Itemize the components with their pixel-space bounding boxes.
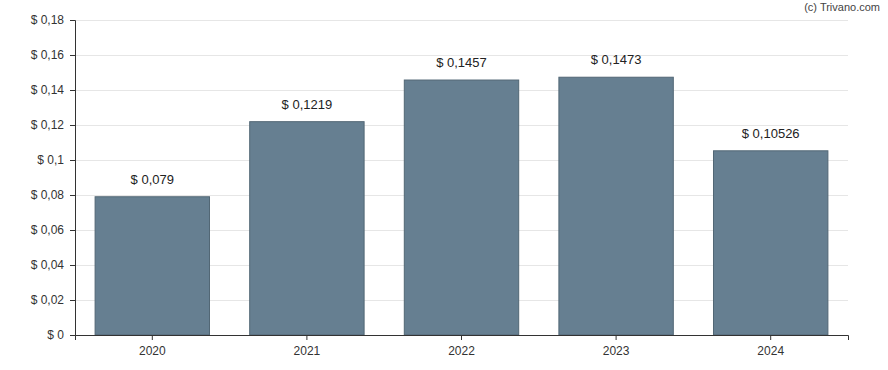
y-axis-line: [70, 21, 76, 336]
y-tick-mark: [70, 300, 75, 301]
y-tick-label: $ 0,12: [31, 118, 65, 132]
bar: [559, 77, 673, 335]
y-tick-mark: [70, 230, 75, 231]
y-tick-mark: [70, 125, 75, 126]
x-tick: 2021: [294, 335, 321, 358]
y-tick-label: $ 0: [47, 328, 64, 342]
y-tick-mark: [70, 265, 75, 266]
y-tick-mark: [70, 55, 75, 56]
x-axis-line: [76, 336, 849, 341]
y-tick-label: $ 0,02: [31, 293, 65, 307]
credit: (c) Trivano.com: [804, 1, 880, 13]
y-tick-mark: [70, 160, 75, 161]
y-tick: $ 0,06: [31, 223, 75, 237]
data-label: $ 0,10526: [742, 126, 800, 141]
x-tick: 2023: [603, 335, 630, 358]
y-tick-label: $ 0,18: [31, 13, 65, 27]
x-tick-label: 2021: [294, 344, 321, 358]
x-tick: 2022: [448, 335, 475, 358]
y-tick: $ 0,1: [37, 153, 75, 167]
grid-line: [75, 20, 848, 21]
y-tick: $ 0: [47, 328, 75, 342]
bars: [95, 77, 828, 335]
x-tick: 2024: [757, 335, 784, 358]
y-tick: $ 0,14: [31, 83, 75, 97]
x-tick-label: 2024: [757, 344, 784, 358]
plot: $ 0 $ 0,02 $ 0,04 $ 0,06 $ 0,08 $ 0,1 $ 0,12 $ …: [31, 13, 849, 357]
y-tick-mark: [70, 195, 75, 196]
y-tick-label: $ 0,06: [31, 223, 65, 237]
grid: [75, 21, 848, 336]
data-label: $ 0,1219: [282, 97, 333, 112]
x-tick-mark: [461, 335, 462, 340]
x-tick: 2020: [139, 335, 166, 358]
data-labels: $ 0,079 $ 0,1219 $ 0,1457 $ 0,1473 $ 0,10526: [131, 52, 800, 187]
x-tick-label: 2023: [603, 344, 630, 358]
y-tick: $ 0,16: [31, 48, 75, 62]
y-tick: $ 0,04: [31, 258, 75, 272]
bar: [250, 122, 364, 335]
data-label: $ 0,079: [131, 172, 174, 187]
chart: $ 0 $ 0,02 $ 0,04 $ 0,06 $ 0,08 $ 0,1 $ 0,12 $ …: [0, 0, 888, 370]
y-tick-label: $ 0,08: [31, 188, 65, 202]
x-tick-label: 2020: [139, 344, 166, 358]
y-axis: $ 0 $ 0,02 $ 0,04 $ 0,06 $ 0,08 $ 0,1 $ 0,12 $ …: [31, 13, 76, 342]
annotations: (c) Trivano.com: [804, 1, 880, 13]
y-tick-mark: [70, 335, 75, 336]
data-label: $ 0,1473: [591, 52, 642, 67]
data-label: $ 0,1457: [436, 55, 487, 70]
y-tick-label: $ 0,14: [31, 83, 65, 97]
y-tick-mark: [70, 90, 75, 91]
y-tick-label: $ 0,1: [37, 153, 64, 167]
y-tick-label: $ 0,16: [31, 48, 65, 62]
y-tick: $ 0,18: [31, 13, 75, 27]
bar: [713, 151, 827, 335]
bar: [404, 80, 518, 335]
x-tick-mark: [770, 335, 771, 340]
y-tick: $ 0,12: [31, 118, 75, 132]
y-tick: $ 0,02: [31, 293, 75, 307]
x-tick-mark: [616, 335, 617, 340]
x-axis: 2020 2021 2022 2023 2024: [76, 335, 849, 358]
y-tick-label: $ 0,04: [31, 258, 65, 272]
x-tick-mark: [152, 335, 153, 340]
x-tick-label: 2022: [448, 344, 475, 358]
x-tick-mark: [306, 335, 307, 340]
y-tick-mark: [70, 20, 75, 21]
y-tick: $ 0,08: [31, 188, 75, 202]
bar: [95, 197, 209, 335]
